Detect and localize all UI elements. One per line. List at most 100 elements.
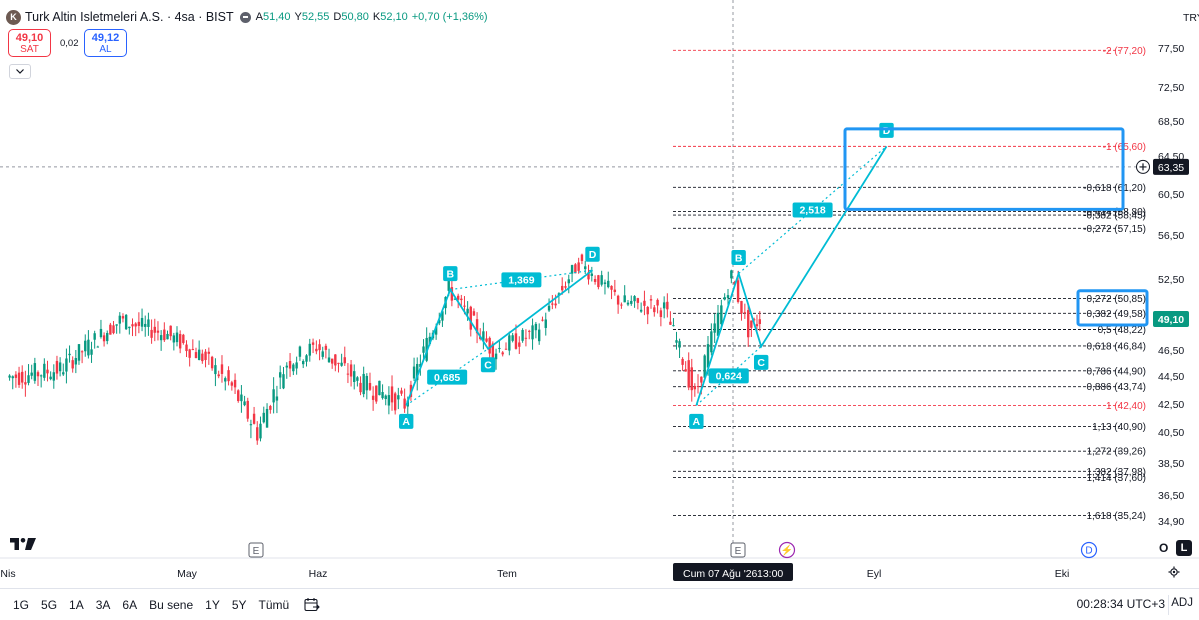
candle-body	[498, 347, 501, 349]
pattern-point-label: C	[757, 357, 765, 369]
hide-indicator-icon[interactable]	[239, 11, 251, 23]
candle-body	[134, 323, 137, 327]
candle-body	[39, 375, 43, 377]
candle-body	[185, 344, 188, 352]
log-scale-button[interactable]: L	[1176, 540, 1192, 556]
candle-body	[252, 413, 256, 424]
candle-body	[494, 353, 498, 360]
candle-body	[46, 369, 49, 374]
candle-body	[68, 353, 71, 356]
candle-body	[755, 324, 759, 327]
crosshair-date-label: Cum 07 Ağu '26	[683, 568, 758, 580]
sell-button[interactable]: 49,10 SAT	[8, 29, 51, 57]
range-6m-button[interactable]: 6A	[122, 597, 138, 612]
go-to-date-icon[interactable]	[304, 597, 322, 613]
price-chart[interactable]: -2 (77,20)-1 (65,60)-0,618 (61,20)-0,414…	[0, 0, 1199, 588]
candle-body	[52, 372, 56, 381]
candle-body	[272, 389, 275, 403]
candle-body	[616, 295, 620, 305]
pattern-point-label-box	[399, 413, 414, 429]
range-5y-button[interactable]: 5Y	[231, 597, 247, 612]
candle-body	[623, 295, 626, 303]
candle-body	[460, 298, 463, 301]
candle-body	[521, 329, 524, 341]
candle-body	[693, 386, 697, 390]
ratio-connector	[405, 348, 489, 406]
fib-level-label: 1,382 (37,98)	[1087, 467, 1147, 478]
candle-body	[577, 262, 580, 271]
candle-body	[43, 363, 46, 378]
range-5d-button[interactable]: 5G	[41, 597, 58, 612]
pattern-point-label: B	[447, 268, 455, 280]
candle-body	[488, 337, 491, 354]
time-axis-tick: May	[177, 568, 198, 580]
clock-timezone[interactable]: 00:28:34 UTC+3	[1076, 597, 1165, 611]
candle-body	[115, 324, 118, 326]
collapse-legend-button[interactable]	[9, 64, 31, 79]
adjustment-toggle[interactable]: ADJ	[1171, 597, 1193, 609]
candle-body	[643, 300, 646, 306]
candlestick-series	[8, 253, 761, 445]
harmonic-pattern-line	[695, 145, 888, 406]
candle-body	[295, 362, 298, 369]
candle-body	[469, 306, 472, 330]
candle-body	[730, 270, 733, 279]
candle-body	[508, 335, 511, 351]
price-axis-tick: 52,50	[1158, 274, 1184, 286]
candle-body	[159, 335, 163, 341]
candle-body	[453, 298, 457, 300]
candle-body	[259, 423, 262, 439]
candle-body	[147, 319, 150, 327]
candle-body	[109, 324, 112, 335]
candle-body	[204, 351, 207, 360]
candle-body	[349, 364, 353, 377]
range-all-button[interactable]: Tümü	[258, 597, 290, 612]
gear-icon[interactable]	[1168, 566, 1180, 578]
candle-body	[302, 361, 305, 365]
candle-body	[269, 405, 272, 410]
crosshair-price-tag	[1153, 158, 1189, 175]
range-ytd-button[interactable]: Bu sene	[149, 597, 194, 612]
candle-body	[334, 354, 337, 366]
candle-body	[163, 329, 166, 341]
dividend-event-icon	[1080, 541, 1098, 559]
candle-body	[121, 316, 125, 319]
symbol-title[interactable]: Turk Altin Isletmeleri A.S. · 4sa · BIST	[25, 10, 234, 24]
candle-body	[8, 375, 11, 378]
candle-body	[387, 395, 391, 406]
candle-body	[662, 302, 666, 309]
candle-body	[321, 351, 324, 357]
earnings-event-label: E	[253, 546, 260, 557]
candle-body	[362, 373, 365, 395]
candle-body	[416, 363, 419, 381]
candle-body	[131, 324, 134, 327]
candle-body	[337, 362, 340, 364]
fib-level-label: -0,382 (58,45)	[1083, 211, 1146, 222]
candle-body	[11, 376, 14, 379]
range-1y-button[interactable]: 1Y	[205, 597, 220, 612]
candle-body	[27, 375, 30, 383]
candle-body	[99, 328, 103, 338]
candle-body	[188, 349, 191, 358]
candle-body	[137, 321, 141, 326]
range-3m-button[interactable]: 3A	[95, 597, 111, 612]
candle-body	[475, 319, 479, 334]
harmonic-pattern-line	[405, 269, 594, 406]
candle-body	[403, 398, 406, 409]
log-scale-off-button[interactable]: O	[1159, 541, 1169, 555]
candle-body	[384, 395, 387, 400]
candle-body	[696, 385, 700, 387]
candle-body	[62, 372, 65, 375]
tradingview-logo-icon[interactable]	[10, 538, 38, 550]
divider	[1168, 595, 1169, 615]
range-1m-button[interactable]: 1A	[69, 597, 84, 612]
buy-button[interactable]: 49,12 AL	[84, 29, 127, 57]
candle-body	[36, 372, 40, 377]
range-1d-button[interactable]: 1G	[13, 597, 30, 612]
candle-body	[554, 303, 557, 306]
pattern-point-label: D	[883, 125, 891, 137]
candle-body	[472, 311, 476, 316]
currency-selector[interactable]: TRY	[1183, 12, 1199, 24]
time-axis-tick: Eyl	[867, 568, 882, 580]
bottom-toolbar: 1G 5G 1A 3A 6A Bu sene 1Y 5Y Tümü 00:28:…	[0, 588, 1199, 620]
